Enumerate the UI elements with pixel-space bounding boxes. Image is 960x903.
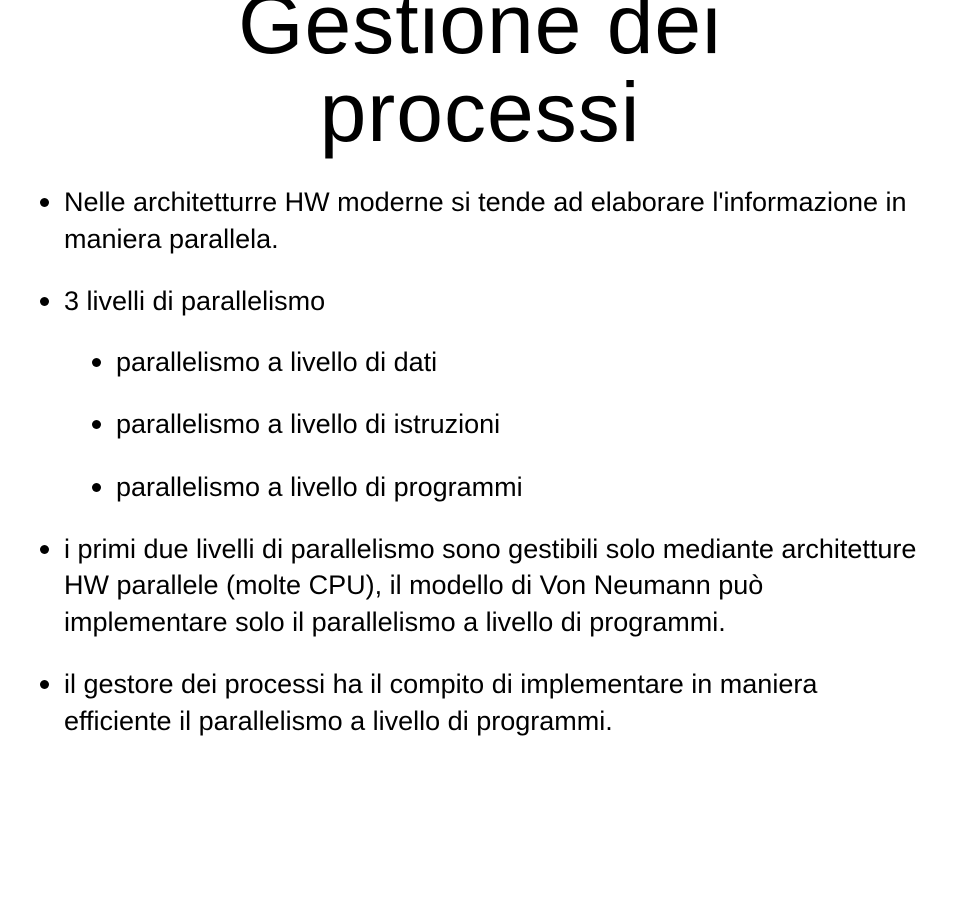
list-item: parallelismo a livello di dati: [92, 344, 920, 380]
bullet-text: parallelismo a livello di istruzioni: [116, 409, 500, 439]
bullet-text: Nelle architetturre HW moderne si tende …: [64, 187, 907, 253]
bullet-text: 3 livelli di parallelismo: [64, 286, 325, 316]
bullet-text: parallelismo a livello di dati: [116, 347, 437, 377]
list-item: Nelle architetturre HW moderne si tende …: [40, 184, 920, 257]
slide-title: Gestione dei processi: [40, 0, 920, 156]
bullet-list-level1: Nelle architetturre HW moderne si tende …: [40, 184, 920, 739]
list-item: parallelismo a livello di istruzioni: [92, 406, 920, 442]
list-item: i primi due livelli di parallelismo sono…: [40, 531, 920, 640]
bullets-container: Nelle architetturre HW moderne si tende …: [40, 184, 920, 739]
bullet-list-level2: parallelismo a livello di dati paralleli…: [92, 344, 920, 505]
title-line-1: Gestione dei: [238, 0, 722, 71]
title-line-2: processi: [320, 65, 641, 159]
bullet-text: parallelismo a livello di programmi: [116, 472, 523, 502]
list-item: il gestore dei processi ha il compito di…: [40, 666, 920, 739]
bullet-text: i primi due livelli di parallelismo sono…: [64, 534, 916, 637]
list-item: parallelismo a livello di programmi: [92, 469, 920, 505]
slide-page: Gestione dei processi Nelle architetturr…: [0, 0, 960, 883]
list-item: 3 livelli di parallelismo parallelismo a…: [40, 283, 920, 505]
bullet-text: il gestore dei processi ha il compito di…: [64, 669, 817, 735]
